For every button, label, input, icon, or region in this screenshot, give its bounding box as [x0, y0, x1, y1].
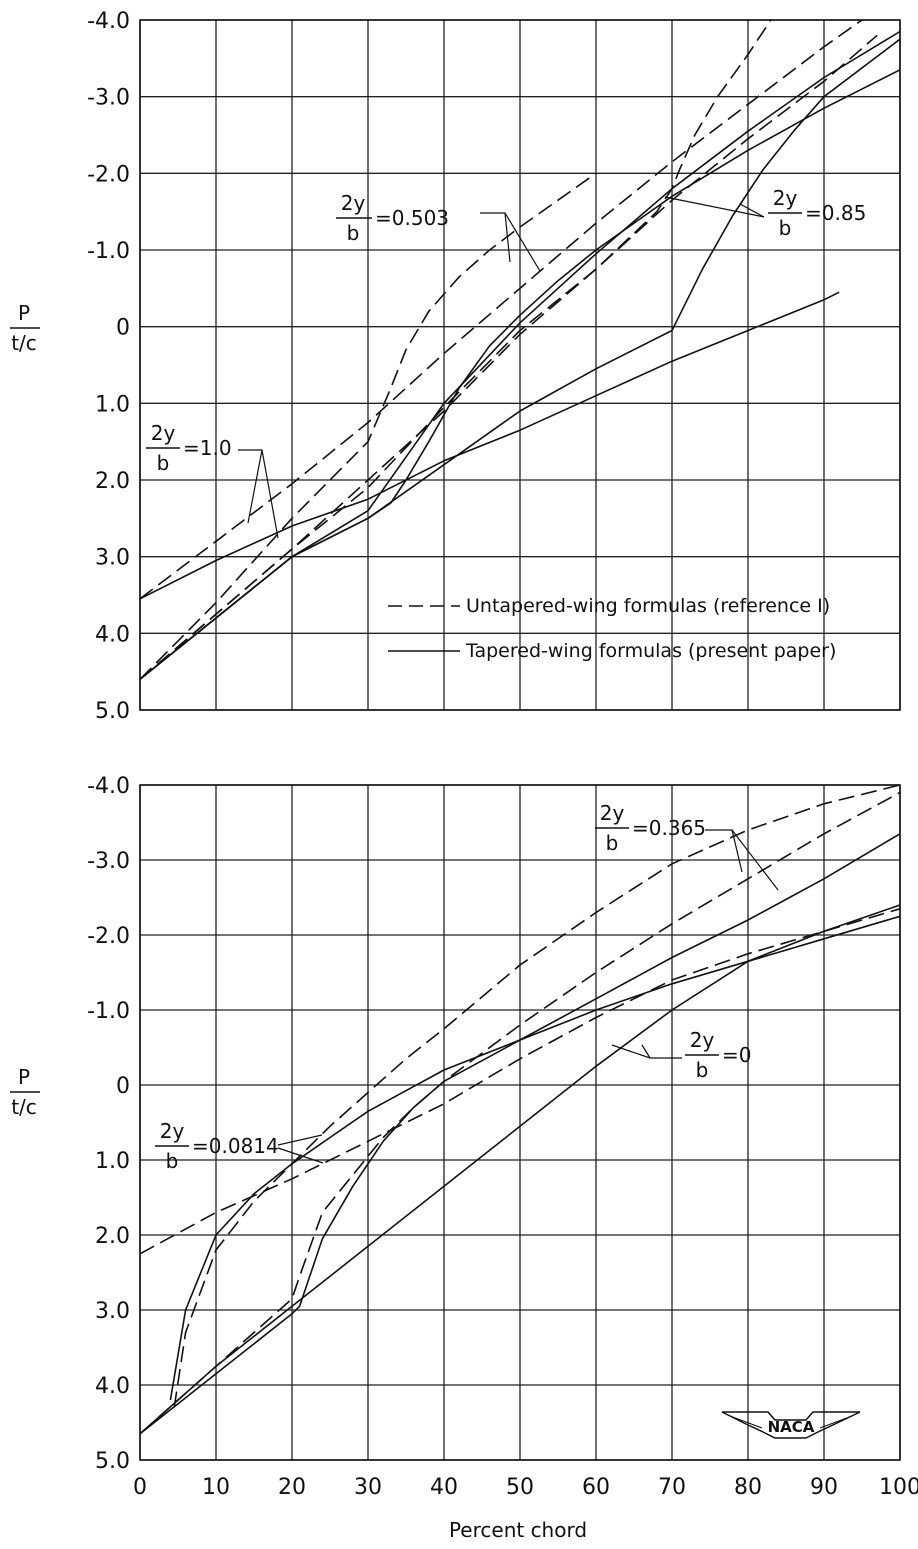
y-tick-label-0-6: 2.0 — [95, 469, 130, 494]
y-tick-label-0-2: -2.0 — [87, 162, 130, 187]
y-tick-label-1-3: -1.0 — [87, 999, 130, 1024]
series-line-1-3 — [169, 915, 901, 1401]
series-line-1-2 — [173, 784, 901, 1408]
y-tick-label-0-8: 4.0 — [95, 622, 130, 647]
y-tick-label-1-0: -4.0 — [87, 774, 130, 799]
y-tick-label-1-8: 4.0 — [95, 1374, 130, 1399]
x-tick-label-1-7: 70 — [658, 1475, 686, 1500]
y-tick-label-1-7: 3.0 — [95, 1299, 130, 1324]
annotation-10-num: 2y — [151, 421, 176, 445]
series-line-0-3 — [139, 291, 840, 600]
x-tick-label-1-10: 100 — [879, 1475, 918, 1500]
y-axis-label-top-num: P — [18, 301, 30, 325]
legend-entry-untapered: Untapered-wing formulas (reference I) — [466, 595, 830, 617]
y-tick-label-0-3: -1.0 — [87, 239, 130, 264]
naca-logo: NACA — [721, 1411, 861, 1439]
annotation-0-value: =0 — [722, 1043, 751, 1067]
y-tick-label-0-4: 0 — [116, 316, 130, 341]
series-line-1-1 — [139, 904, 901, 1435]
annotation-0503-den: b — [347, 221, 360, 245]
annotation-085-value: =0.85 — [805, 201, 866, 225]
y-axis-label-bottom-den: t/c — [11, 1095, 37, 1119]
annotation-00814: 2y b =0.0814 — [155, 1119, 324, 1173]
annotation-0365-num: 2y — [600, 801, 625, 825]
x-tick-label-1-8: 80 — [734, 1475, 762, 1500]
annotation-0365-den: b — [606, 831, 619, 855]
series-line-0-4 — [139, 172, 597, 680]
naca-logo-text: NACA — [768, 1418, 815, 1436]
legend-entry-tapered: Tapered-wing formulas (present paper) — [465, 640, 836, 662]
x-tick-label-1-3: 30 — [354, 1475, 382, 1500]
annotation-0503: 2y b =0.503 — [336, 191, 541, 272]
annotation-10-value: =1.0 — [183, 436, 232, 460]
y-tick-label-0-0: -4.0 — [87, 9, 130, 34]
x-tick-label-1-4: 40 — [430, 1475, 458, 1500]
annotation-10-den: b — [157, 451, 170, 475]
annotation-085-num: 2y — [773, 186, 798, 210]
annotation-00814-num: 2y — [160, 1119, 185, 1143]
x-tick-label-1-0: 0 — [133, 1475, 147, 1500]
y-tick-label-1-6: 2.0 — [95, 1224, 130, 1249]
x-tick-label-1-6: 60 — [582, 1475, 610, 1500]
annotation-10: 2y b =1.0 — [146, 421, 279, 539]
annotation-0503-value: =0.503 — [375, 206, 449, 230]
series-line-0-6 — [139, 19, 772, 680]
y-tick-label-1-9: 5.0 — [95, 1449, 130, 1474]
y-tick-label-0-5: 1.0 — [95, 392, 130, 417]
chart-panel-1: -4.0-3.0-2.0-1.001.02.03.04.05.00 10 20 30 4… — [87, 774, 918, 1500]
y-axis-label-bottom-num: P — [18, 1065, 30, 1089]
annotation-0-num: 2y — [690, 1028, 715, 1052]
x-tick-label-1-2: 20 — [278, 1475, 306, 1500]
annotation-0: 2y b =0 — [611, 1028, 751, 1082]
series-line-0-0 — [139, 34, 878, 680]
y-tick-label-0-1: -3.0 — [87, 86, 130, 111]
y-tick-label-1-1: -3.0 — [87, 849, 130, 874]
y-tick-label-0-7: 3.0 — [95, 546, 130, 571]
annotation-0-den: b — [696, 1058, 709, 1082]
plot-frame-0 — [139, 19, 901, 711]
y-tick-label-1-2: -2.0 — [87, 924, 130, 949]
x-axis-label: Percent chord — [449, 1518, 587, 1542]
annotation-0503-num: 2y — [341, 191, 366, 215]
x-tick-label-1-9: 90 — [810, 1475, 838, 1500]
y-tick-label-0-9: 5.0 — [95, 699, 130, 724]
legend: Untapered-wing formulas (reference I) Ta… — [388, 595, 836, 662]
series-line-1-4 — [139, 791, 901, 1435]
x-tick-label-1-5: 50 — [506, 1475, 534, 1500]
chart-panel-0: -4.0 -3.0 -2.0 -1.0 0 1.0 2.0 3.0 4.0 5.0 — [87, 9, 901, 724]
annotation-0365: 2y b =0.365 — [595, 801, 779, 891]
grid-1 — [139, 784, 901, 1461]
series-line-0-7 — [139, 38, 901, 680]
annotation-085: 2y b =0.85 — [664, 186, 866, 240]
annotation-0365-value: =0.365 — [632, 816, 706, 840]
series-line-1-0 — [139, 908, 901, 1255]
plot-frame-1 — [139, 784, 901, 1461]
annotation-00814-value: =0.0814 — [192, 1134, 279, 1158]
series-line-1-5 — [139, 833, 901, 1435]
annotation-00814-den: b — [166, 1149, 179, 1173]
annotation-085-den: b — [779, 216, 792, 240]
x-tick-label-1-1: 10 — [202, 1475, 230, 1500]
y-axis-label-top-den: t/c — [11, 331, 37, 355]
y-tick-label-1-4: 0 — [116, 1074, 130, 1099]
y-tick-label-1-5: 1.0 — [95, 1149, 130, 1174]
series-line-0-2 — [139, 19, 863, 600]
